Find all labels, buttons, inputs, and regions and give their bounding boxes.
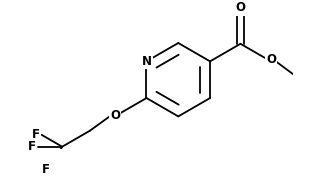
- Text: F: F: [28, 140, 36, 153]
- Text: N: N: [141, 55, 151, 68]
- Text: O: O: [235, 1, 245, 14]
- Text: O: O: [266, 53, 276, 66]
- Text: F: F: [42, 163, 50, 176]
- Text: F: F: [32, 128, 40, 141]
- Text: O: O: [110, 109, 120, 122]
